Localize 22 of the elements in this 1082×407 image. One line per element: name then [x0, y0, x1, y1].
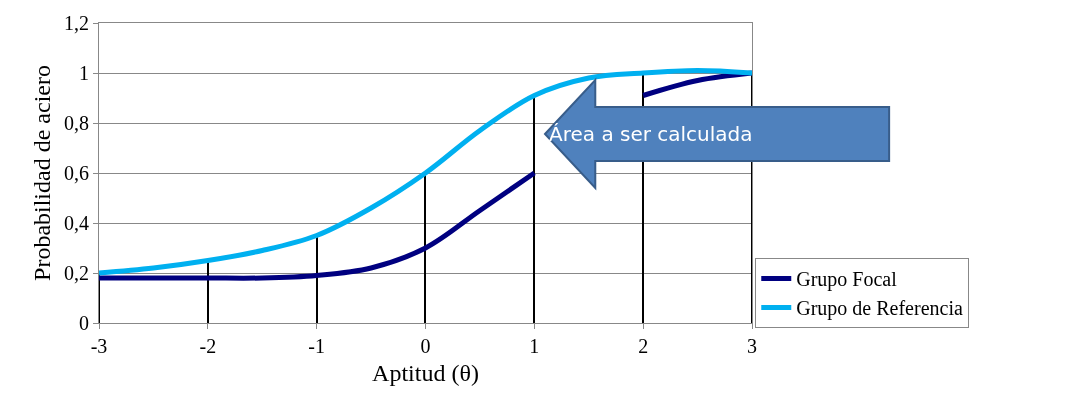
x-tick-label: 2 [638, 335, 649, 357]
legend-label: Grupo de Referencia [796, 297, 963, 321]
x-tick-label: -1 [308, 335, 326, 357]
y-axis-title: Probabilidad de aciero [29, 65, 56, 281]
x-tick-label: -2 [199, 335, 217, 357]
x-tick-label: 1 [529, 335, 540, 357]
y-tick-label: 1 [79, 62, 89, 84]
y-tick-label: 0,8 [64, 112, 89, 134]
bar [316, 236, 318, 323]
bar [533, 96, 535, 323]
x-tick-label: 3 [747, 335, 757, 357]
y-tick-label: 0 [79, 312, 89, 334]
x-tick-label: 0 [420, 335, 431, 357]
y-tick-label: 0,6 [64, 162, 89, 184]
y-tick-label: 0,4 [64, 212, 89, 234]
y-tick-label: 1,2 [64, 12, 89, 34]
x-tick-label: -3 [90, 335, 108, 357]
bar [424, 173, 426, 323]
annotation: Área a ser calculada [549, 122, 753, 146]
legend-label: Grupo Focal [796, 268, 898, 292]
x-axis-title: Aptitud (θ) [372, 360, 479, 387]
y-tick-label: 0,2 [64, 262, 89, 284]
